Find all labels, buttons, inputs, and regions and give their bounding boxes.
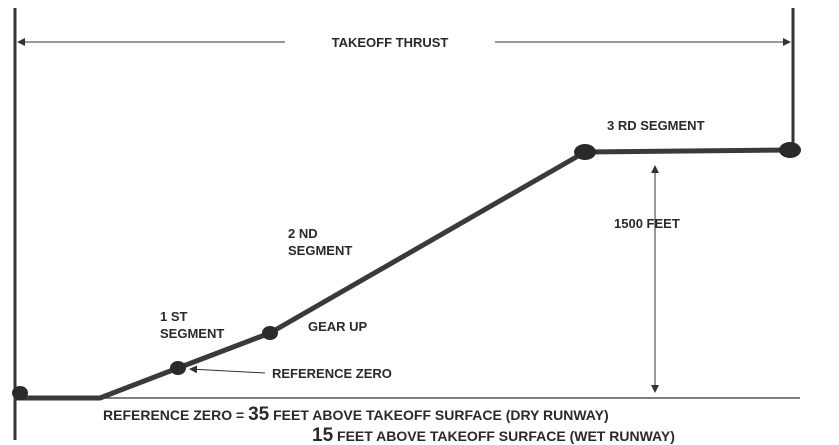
footer-line1: REFERENCE ZERO = 35 FEET ABOVE TAKEOFF S…: [103, 404, 609, 425]
text-part: SEGMENT: [160, 326, 224, 341]
flight-path: [15, 147, 791, 401]
reference-zero-dot: [170, 361, 186, 375]
start-dot: [12, 386, 28, 400]
text-part: 2 ND: [288, 226, 318, 241]
text-part: FEET ABOVE TAKEOFF SURFACE (DRY RUNWAY): [273, 407, 609, 423]
segment3-label: 3 RD SEGMENT: [607, 118, 705, 133]
text-part: REFERENCE ZERO =: [103, 407, 244, 423]
height-label: 1500 FEET: [614, 216, 680, 231]
segment2-label: 2 ND SEGMENT: [288, 226, 352, 258]
segment3-end-dot: [779, 142, 801, 158]
text-part: 1 ST: [160, 309, 188, 324]
gear-up-label: GEAR UP: [308, 319, 368, 334]
segment3-start-dot: [574, 144, 596, 160]
takeoff-thrust-label: TAKEOFF THRUST: [332, 35, 449, 50]
reference-zero-arrow: [189, 365, 266, 374]
footer-line2: 15 FEET ABOVE TAKEOFF SURFACE (WET RUNWA…: [312, 425, 675, 445]
text-part: FEET ABOVE TAKEOFF SURFACE (WET RUNWAY): [337, 428, 675, 444]
segment1-label: 1 ST SEGMENT: [160, 309, 224, 341]
reference-zero-label: REFERENCE ZERO: [272, 366, 392, 381]
text-part: 15: [312, 425, 334, 445]
text-part: SEGMENT: [288, 243, 352, 258]
gear-up-dot: [262, 326, 278, 340]
text-part: 35: [248, 404, 270, 425]
